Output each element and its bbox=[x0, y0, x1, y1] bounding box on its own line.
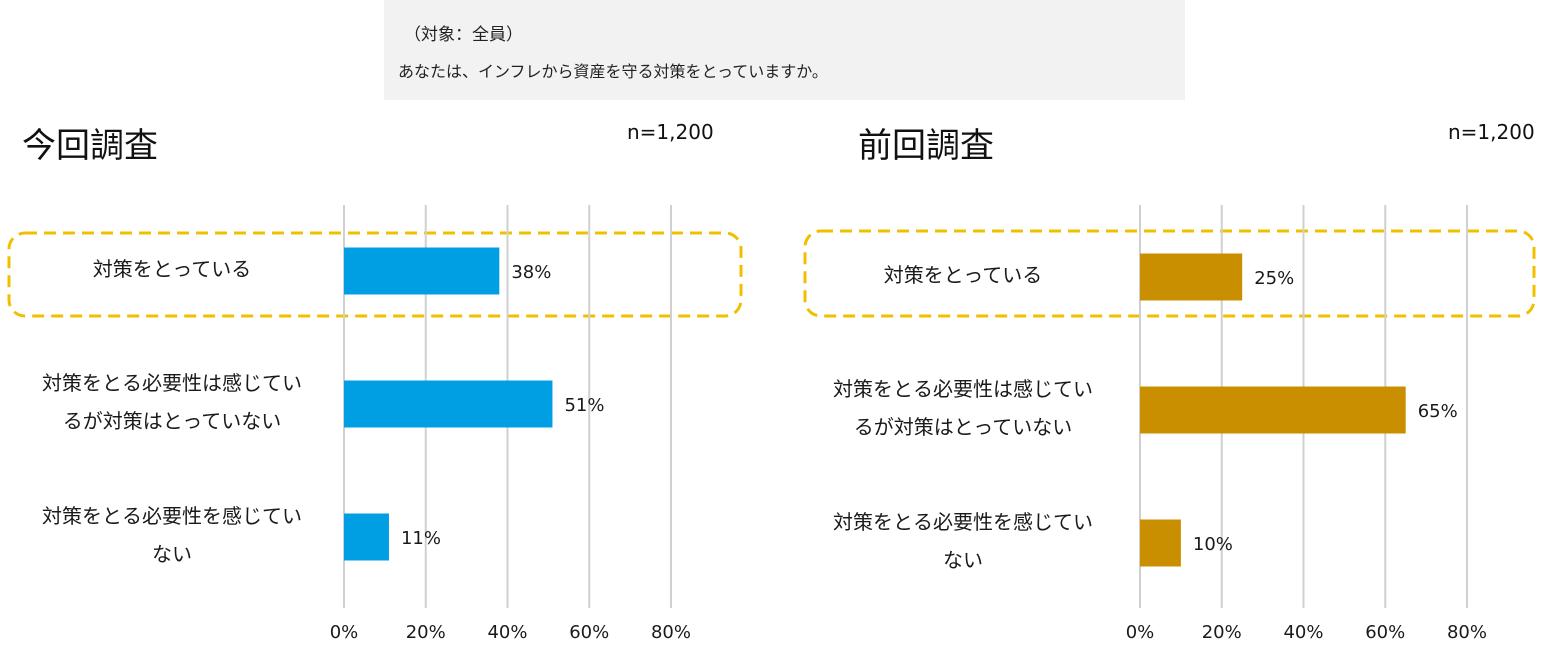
value-label: 10% bbox=[1193, 534, 1233, 555]
x-tick-label: 0% bbox=[330, 622, 359, 643]
category-label: 対策をとる必要性を感じてい ない bbox=[12, 497, 332, 573]
panel-title: 前回調査 bbox=[858, 126, 994, 166]
category-label-line: るが対策はとっていない bbox=[62, 409, 282, 433]
x-tick-label: 60% bbox=[1365, 622, 1405, 643]
category-label: 対策をとる必要性を感じてい ない bbox=[803, 503, 1123, 579]
x-tick-label: 20% bbox=[1202, 622, 1242, 643]
highlight-box bbox=[7, 231, 743, 318]
bar bbox=[344, 247, 500, 295]
bar bbox=[1140, 519, 1181, 567]
category-label: 対策をとっている bbox=[12, 250, 332, 288]
x-tick-label: 20% bbox=[406, 622, 446, 643]
category-label-line: 対策をとっている bbox=[92, 257, 252, 281]
sample-size: n=1,200 bbox=[1448, 120, 1535, 144]
category-label-line: 対策をとる必要性を感じてい bbox=[42, 504, 302, 528]
category-label-line: ない bbox=[943, 548, 983, 572]
current-survey-panel: 今回調査 n=1,200 0% 20% 40% 60% 80% 38% 51% 11% 対策をと… bbox=[0, 0, 780, 660]
x-tick-label: 40% bbox=[487, 622, 527, 643]
bar bbox=[344, 513, 389, 561]
category-label-line: 対策をとる必要性は感じてい bbox=[833, 377, 1093, 401]
bar bbox=[344, 380, 553, 428]
category-label-line: 対策をとっている bbox=[883, 263, 1043, 287]
value-label: 51% bbox=[564, 395, 604, 416]
value-label: 38% bbox=[511, 262, 551, 283]
x-tick-label: 80% bbox=[651, 622, 691, 643]
bar bbox=[1140, 386, 1406, 434]
value-label: 11% bbox=[401, 528, 441, 549]
question-target: （対象：全員） bbox=[404, 25, 523, 45]
x-tick-label: 0% bbox=[1126, 622, 1155, 643]
x-tick-label: 40% bbox=[1283, 622, 1323, 643]
question-text: あなたは、インフレから資産を守る対策をとっていますか。 bbox=[398, 62, 828, 81]
value-label: 65% bbox=[1418, 401, 1458, 422]
category-label: 対策をとる必要性は感じてい るが対策はとっていない bbox=[12, 364, 332, 440]
bar-chart: 0% 20% 40% 60% 80% 25% 65% 10% bbox=[803, 205, 1536, 643]
category-label-line: るが対策はとっていない bbox=[853, 415, 1073, 439]
bar-chart: 0% 20% 40% 60% 80% 38% 51% 11% bbox=[7, 205, 743, 643]
question-box: （対象：全員） あなたは、インフレから資産を守る対策をとっていますか。 bbox=[384, 0, 1185, 100]
highlight-box bbox=[803, 229, 1536, 318]
x-tick-label: 80% bbox=[1447, 622, 1487, 643]
previous-survey-panel: 前回調査 n=1,200 0% 20% 40% 60% 80% 25% 65% 10% 対策をと… bbox=[796, 0, 1561, 660]
category-label-line: 対策をとる必要性は感じてい bbox=[42, 371, 302, 395]
category-label-line: 対策をとる必要性を感じてい bbox=[833, 510, 1093, 534]
bar bbox=[1140, 253, 1243, 301]
value-label: 25% bbox=[1254, 268, 1294, 289]
category-label: 対策をとる必要性は感じてい るが対策はとっていない bbox=[803, 370, 1123, 446]
sample-size: n=1,200 bbox=[627, 120, 714, 144]
category-label: 対策をとっている bbox=[803, 256, 1123, 294]
category-label-line: ない bbox=[152, 542, 192, 566]
x-tick-label: 60% bbox=[569, 622, 609, 643]
panel-title: 今回調査 bbox=[22, 126, 158, 166]
